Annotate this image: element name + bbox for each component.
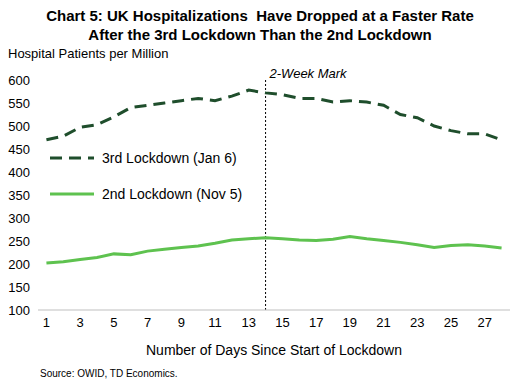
html-text:Source: OWID, TD Economics.: Source: OWID, TD Economics. xyxy=(40,368,178,379)
svg-text:19: 19 xyxy=(343,315,357,330)
svg-text:13: 13 xyxy=(241,315,255,330)
svg-text:600: 600 xyxy=(8,73,30,88)
svg-text:300: 300 xyxy=(8,211,30,226)
html-text:3rd Lockdown (Jan 6): 3rd Lockdown (Jan 6) xyxy=(102,150,237,166)
svg-text:400: 400 xyxy=(8,165,30,180)
svg-text:2-Week Mark: 2-Week Mark xyxy=(269,66,349,81)
svg-text:100: 100 xyxy=(8,303,30,318)
svg-text:9: 9 xyxy=(178,315,185,330)
html-text:Number of Days Since Start of: Number of Days Since Start of Lockdown xyxy=(146,342,402,358)
html-text:Chart 5: UK Hospitalizations H: Chart 5: UK Hospitalizations Have Droppe… xyxy=(46,7,478,43)
svg-text:25: 25 xyxy=(444,315,458,330)
svg-text:250: 250 xyxy=(8,234,30,249)
svg-text:350: 350 xyxy=(8,188,30,203)
html-text:2nd Lockdown (Nov 5): 2nd Lockdown (Nov 5) xyxy=(102,186,243,202)
svg-text:7: 7 xyxy=(144,315,151,330)
svg-text:27: 27 xyxy=(477,315,491,330)
svg-text:200: 200 xyxy=(8,257,30,272)
svg-text:3: 3 xyxy=(77,315,84,330)
svg-text:21: 21 xyxy=(376,315,390,330)
svg-text:450: 450 xyxy=(8,142,30,157)
svg-text:150: 150 xyxy=(8,280,30,295)
svg-text:11: 11 xyxy=(208,315,222,330)
svg-text:17: 17 xyxy=(309,315,323,330)
html-text:Hospital Patients per Million: Hospital Patients per Million xyxy=(8,46,169,61)
svg-text:15: 15 xyxy=(275,315,289,330)
svg-text:5: 5 xyxy=(110,315,117,330)
svg-text:550: 550 xyxy=(8,96,30,111)
svg-text:500: 500 xyxy=(8,119,30,134)
svg-text:23: 23 xyxy=(410,315,424,330)
svg-text:1: 1 xyxy=(43,315,50,330)
